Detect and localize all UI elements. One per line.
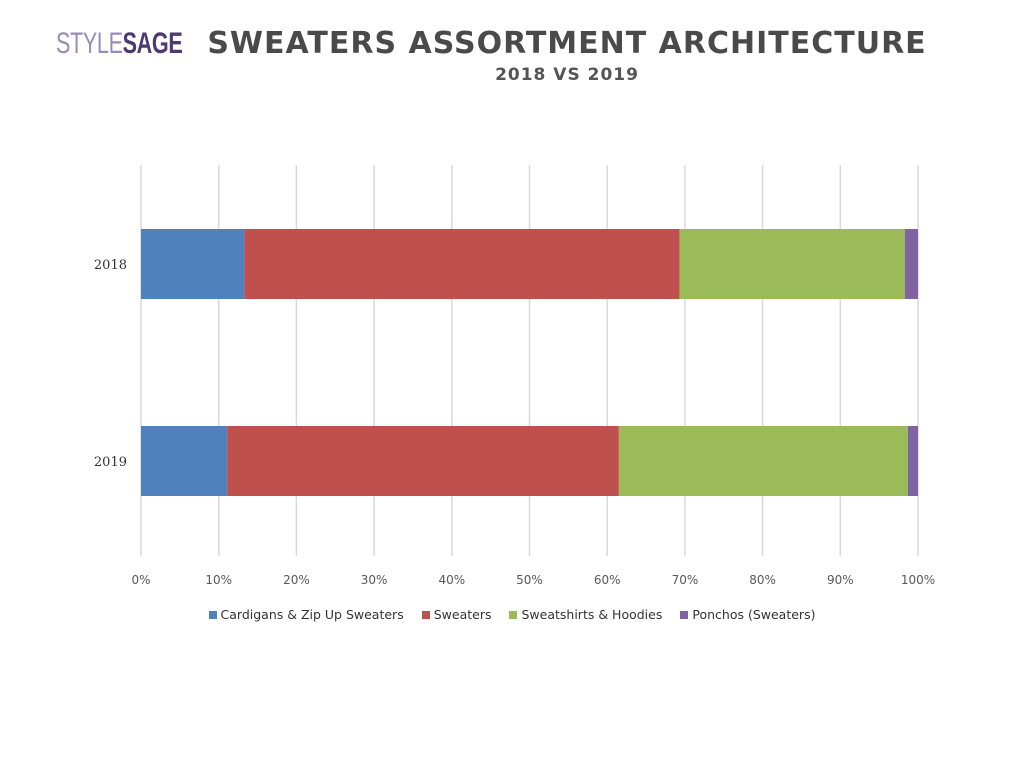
legend-label: Cardigans & Zip Up Sweaters [220, 607, 404, 622]
legend-item: Cardigans & Zip Up Sweaters [208, 607, 404, 622]
x-tick-label: 50% [516, 573, 543, 587]
x-tick-label: 0% [131, 573, 150, 587]
x-tick-label: 90% [827, 573, 854, 587]
legend-label: Sweaters [433, 607, 492, 622]
chart-subtitle: 2018 VS 2019 [495, 65, 639, 85]
stylesage-logo: STYLESAGE [56, 27, 183, 60]
legend-swatch [421, 610, 430, 619]
legend-swatch [509, 610, 518, 619]
x-tick-label: 60% [594, 573, 621, 587]
x-tick-label: 100% [901, 573, 935, 587]
bar-segment [618, 426, 908, 496]
legend-label: Ponchos (Sweaters) [692, 607, 816, 622]
x-tick-label: 80% [749, 573, 776, 587]
legend-swatch [680, 610, 689, 619]
bar-segment [907, 426, 918, 496]
bar-segment [679, 229, 905, 299]
chart-legend: Cardigans & Zip Up Sweaters Sweaters Sweat… [0, 607, 1024, 622]
chart-title: SWEATERS ASSORTMENT ARCHITECTURE [207, 26, 927, 61]
bar-segment [904, 229, 918, 299]
x-tick-label: 10% [205, 573, 232, 587]
x-tick-label: 30% [361, 573, 388, 587]
bar-segment [141, 426, 228, 496]
bar-segment [141, 229, 245, 299]
y-category-label: 2019 [94, 455, 127, 470]
bar-segment [227, 426, 619, 496]
bar-segment [244, 229, 680, 299]
x-tick-label: 20% [283, 573, 310, 587]
x-tick-label: 40% [438, 573, 465, 587]
legend-item: Ponchos (Sweaters) [680, 607, 815, 622]
y-category-label: 2018 [94, 258, 127, 273]
legend-item: Sweaters [421, 607, 492, 622]
x-tick-label: 70% [672, 573, 699, 587]
legend-item: Sweatshirts & Hoodies [509, 607, 662, 622]
legend-label: Sweatshirts & Hoodies [521, 607, 663, 622]
legend-swatch [208, 610, 217, 619]
